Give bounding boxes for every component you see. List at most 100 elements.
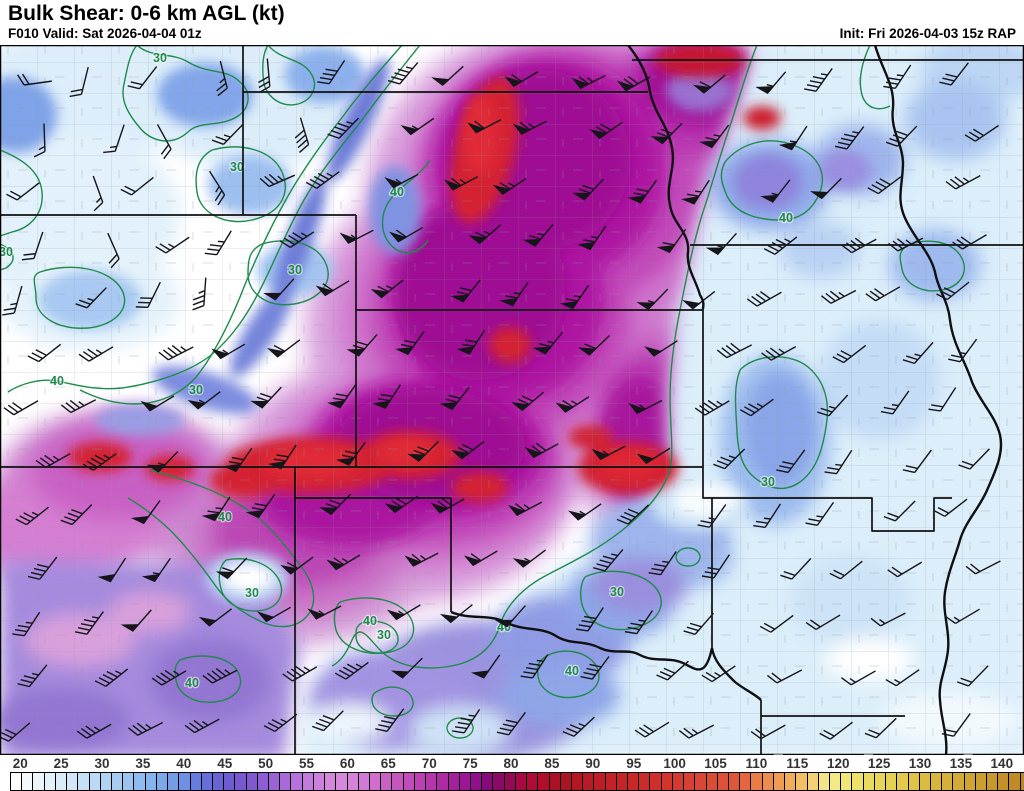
color-scale-cell xyxy=(785,773,797,790)
color-scale-cell xyxy=(975,773,988,790)
color-scale-tick: 55 xyxy=(299,756,315,771)
color-scale-cell xyxy=(560,773,572,790)
color-scale-cell xyxy=(818,773,830,790)
svg-text:40: 40 xyxy=(363,614,377,628)
color-scale-cell xyxy=(729,773,741,790)
color-scale-tick: 40 xyxy=(176,756,192,771)
color-scale-cell xyxy=(841,773,853,790)
color-scale-cell xyxy=(67,773,79,790)
color-scale-cell xyxy=(11,773,23,790)
color-scale-cell xyxy=(336,773,348,790)
color-scale-cell xyxy=(482,773,494,790)
color-scale-cell xyxy=(212,773,225,790)
color-scale-cell xyxy=(280,773,292,790)
color-scale-cell xyxy=(448,773,460,790)
color-scale-cell xyxy=(145,773,157,790)
svg-text:30: 30 xyxy=(153,51,167,65)
color-scale-cell xyxy=(863,773,875,790)
svg-text:40: 40 xyxy=(779,211,793,225)
color-scale-tick: 75 xyxy=(462,756,478,771)
color-scale-tick: 30 xyxy=(94,756,110,771)
svg-text:30: 30 xyxy=(189,383,203,397)
color-scale-cell xyxy=(717,773,729,790)
color-scale-cell xyxy=(874,773,887,790)
color-scale-cell xyxy=(22,773,34,790)
svg-text:30: 30 xyxy=(245,586,259,600)
svg-text:30: 30 xyxy=(610,585,624,599)
color-scale-cell xyxy=(224,773,236,790)
color-scale-tick: 85 xyxy=(544,756,560,771)
color-scale-cell xyxy=(919,773,931,790)
color-scale-tick: 80 xyxy=(503,756,519,771)
color-scale-tick: 135 xyxy=(949,756,973,771)
color-scale-cell xyxy=(33,773,45,790)
color-scale-cell xyxy=(594,773,606,790)
color-scale-cell xyxy=(628,773,640,790)
color-scale-tick: 140 xyxy=(990,756,1014,771)
pivotal-weather-logo: piv⚙tal weather xyxy=(751,751,1020,755)
color-scale-cell xyxy=(1020,773,1024,790)
color-scale-cell xyxy=(414,773,427,790)
color-scale-cell xyxy=(549,773,561,790)
header: Bulk Shear: 0-6 km AGL (kt) F010 Valid: … xyxy=(0,0,1024,45)
color-scale-cell xyxy=(762,773,774,790)
color-scale-tick: 50 xyxy=(258,756,274,771)
svg-text:40: 40 xyxy=(185,676,199,690)
svg-text:30: 30 xyxy=(0,245,13,259)
color-scale-cell xyxy=(347,773,359,790)
color-scale-tick: 20 xyxy=(12,756,28,771)
color-scale-tick: 65 xyxy=(380,756,396,771)
color-scale-cell xyxy=(313,773,326,790)
color-scale-cell xyxy=(437,773,449,790)
color-scale-cell xyxy=(426,773,438,790)
state-borders xyxy=(0,45,1024,755)
color-scale-cell xyxy=(616,773,629,790)
color-scale-cell xyxy=(672,773,685,790)
color-scale-cell xyxy=(650,773,662,790)
color-scale-cell xyxy=(291,773,303,790)
color-scale-cell xyxy=(470,773,483,790)
color-scale-cell xyxy=(515,773,528,790)
svg-text:40: 40 xyxy=(218,510,232,524)
color-scale-cell xyxy=(78,773,90,790)
color-scale-cell xyxy=(695,773,707,790)
svg-text:30: 30 xyxy=(288,263,302,277)
color-scale-cell xyxy=(44,773,56,790)
color-scale-tick: 105 xyxy=(704,756,727,771)
color-scale-cell xyxy=(123,773,135,790)
color-scale-cell xyxy=(527,773,539,790)
color-scale-cell xyxy=(55,773,68,790)
color-scale-cell xyxy=(829,773,842,790)
color-scale-cell xyxy=(796,773,808,790)
valid-time-label: F010 Valid: Sat 2026-04-04 01z xyxy=(8,26,202,41)
color-scale-cell xyxy=(325,773,337,790)
color-scale-cell xyxy=(852,773,864,790)
color-scale-cell xyxy=(403,773,415,790)
color-scale-cell xyxy=(493,773,505,790)
color-scale-cell xyxy=(156,773,169,790)
color-scale-tick: 115 xyxy=(786,756,809,771)
color-scale-cells xyxy=(10,772,1024,791)
color-scale-cell xyxy=(201,773,213,790)
svg-text:40: 40 xyxy=(50,374,64,388)
county-grid xyxy=(0,45,1024,755)
color-scale-cell xyxy=(538,773,550,790)
color-scale-tick: 110 xyxy=(745,756,768,771)
logo-text-right: tal weather xyxy=(831,751,1020,755)
color-scale-cell xyxy=(269,773,281,790)
color-scale-tick: 70 xyxy=(421,756,437,771)
color-scale-cell xyxy=(504,773,516,790)
color-scale-cell xyxy=(583,773,595,790)
color-scale-cell xyxy=(1009,773,1021,790)
color-scale-cell xyxy=(684,773,696,790)
color-scale-cell xyxy=(89,773,101,790)
color-scale-tick: 125 xyxy=(867,756,891,771)
gear-icon: ⚙ xyxy=(803,754,833,755)
color-scale-cell xyxy=(190,773,202,790)
color-scale-cell xyxy=(571,773,584,790)
color-scale-cell xyxy=(168,773,180,790)
color-scale-cell xyxy=(751,773,763,790)
color-scale-cell xyxy=(942,773,954,790)
